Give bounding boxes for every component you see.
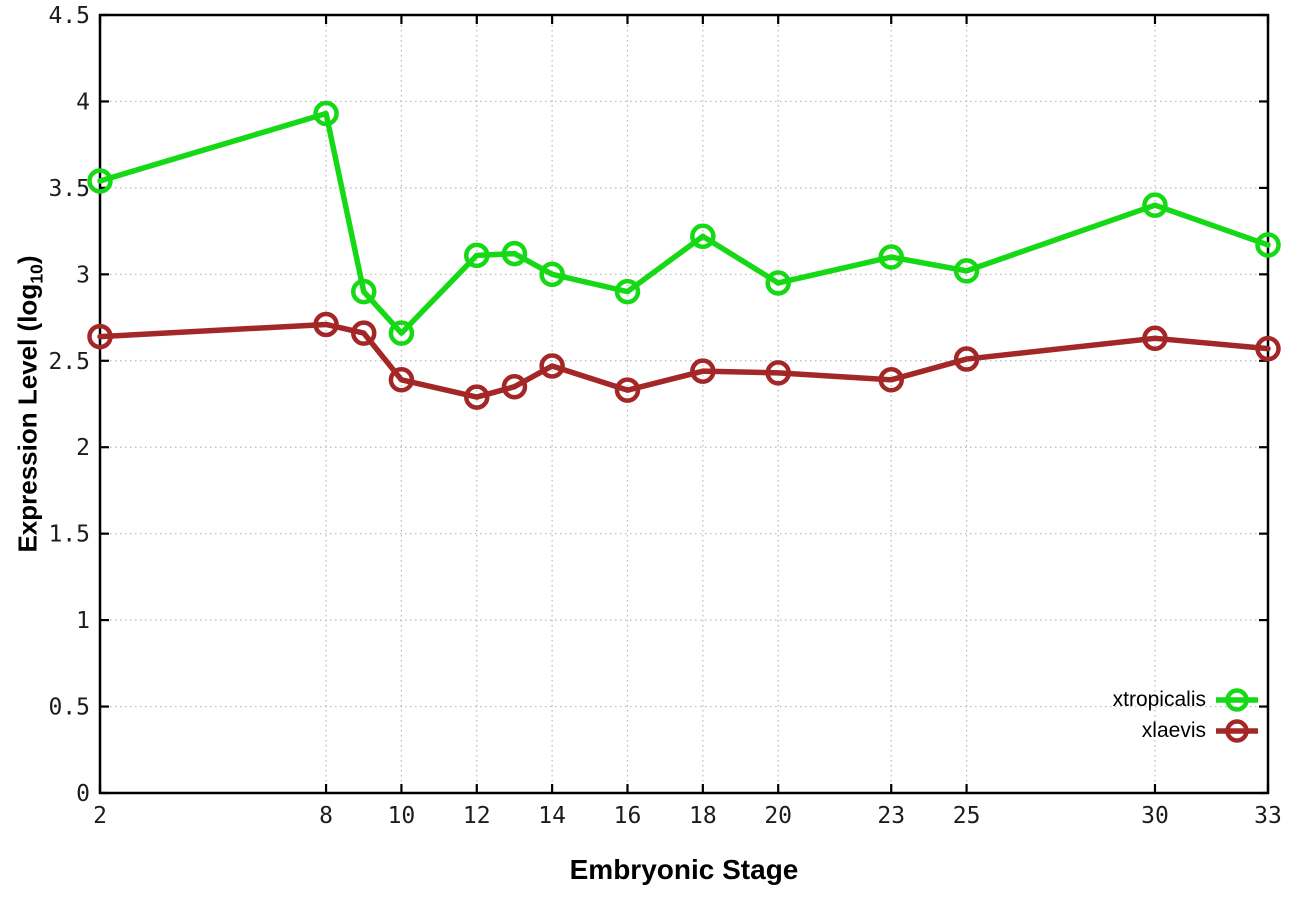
data-point-xlaevis (1142, 325, 1168, 352)
x-tick-label: 16 (614, 803, 642, 829)
data-point-xtropicalis (765, 270, 791, 296)
data-point-xtropicalis (878, 244, 904, 270)
y-tick-label: 4.5 (48, 3, 90, 29)
series-line-xtropicalis (97, 110, 1271, 336)
data-point-xlaevis (614, 377, 641, 403)
legend: xtropicalis xlaevis (1113, 684, 1258, 746)
legend-sample-marker (1225, 718, 1249, 743)
y-tick-label: 3.5 (48, 176, 90, 202)
legend-marker-xtropicalis (1216, 687, 1258, 712)
x-tick-label: 14 (538, 803, 566, 829)
data-point-xtropicalis (953, 258, 980, 284)
y-tick-label: 0.5 (48, 695, 90, 721)
x-tick-label: 23 (877, 803, 905, 829)
x-tick-label: 12 (463, 803, 491, 829)
data-point-xlaevis (313, 311, 339, 338)
legend-item-xtropicalis: xtropicalis (1113, 684, 1258, 715)
data-point-xlaevis (539, 353, 565, 379)
data-point-xlaevis (501, 373, 528, 400)
data-point-xtropicalis (464, 242, 490, 269)
data-point-xtropicalis (388, 320, 415, 346)
y-axis-title-subscript: 10 (26, 264, 47, 284)
y-axis-title-text: Expression Level (log (12, 283, 43, 553)
y-axis-title: Expression Level (log10) (12, 255, 47, 552)
data-point-xlaevis (1255, 335, 1281, 362)
data-point-xtropicalis (350, 278, 377, 305)
data-point-xtropicalis (539, 261, 565, 288)
data-point-xlaevis (388, 367, 415, 393)
legend-label-xlaevis: xlaevis (1141, 718, 1206, 742)
data-point-xlaevis (87, 323, 113, 350)
x-tick-label: 30 (1141, 803, 1169, 829)
data-point-xtropicalis (501, 240, 528, 267)
data-point-xtropicalis (614, 278, 641, 305)
x-tick-label: 10 (388, 803, 416, 829)
y-axis-title-close: ) (12, 255, 43, 265)
x-tick-label: 33 (1254, 803, 1282, 829)
x-tick-label: 25 (953, 803, 981, 829)
data-point-xtropicalis (1255, 232, 1281, 258)
data-point-xtropicalis (87, 168, 113, 194)
data-point-xtropicalis (690, 223, 716, 250)
data-point-xtropicalis (1142, 192, 1168, 218)
x-tick-label: 18 (689, 803, 717, 829)
plot-border (98, 13, 1270, 795)
x-axis-title: Embryonic Stage (569, 854, 799, 885)
x-tick-label: 20 (764, 803, 792, 829)
y-tick-label: 4 (76, 89, 90, 115)
data-point-xlaevis (953, 346, 980, 372)
legend-item-xlaevis: xlaevis (1113, 715, 1258, 746)
y-tick-label: 3 (76, 262, 90, 288)
data-point-xtropicalis (313, 100, 339, 127)
y-tick-label: 1 (76, 608, 90, 634)
y-tick-label: 1.5 (48, 522, 90, 548)
data-point-xlaevis (690, 358, 716, 384)
y-tick-label: 0 (76, 781, 90, 807)
data-point-xlaevis (878, 367, 904, 393)
x-tick-label: 2 (93, 803, 107, 829)
y-tick-label: 2.5 (48, 349, 90, 375)
legend-label-xtropicalis: xtropicalis (1112, 687, 1206, 711)
legend-sample-marker (1225, 687, 1249, 712)
x-tick-label: 8 (319, 803, 333, 829)
y-tick-label: 2 (76, 435, 90, 461)
legend-marker-xlaevis (1216, 718, 1258, 743)
data-point-xlaevis (464, 384, 490, 410)
data-point-xlaevis (765, 360, 791, 386)
data-point-xlaevis (350, 320, 377, 346)
